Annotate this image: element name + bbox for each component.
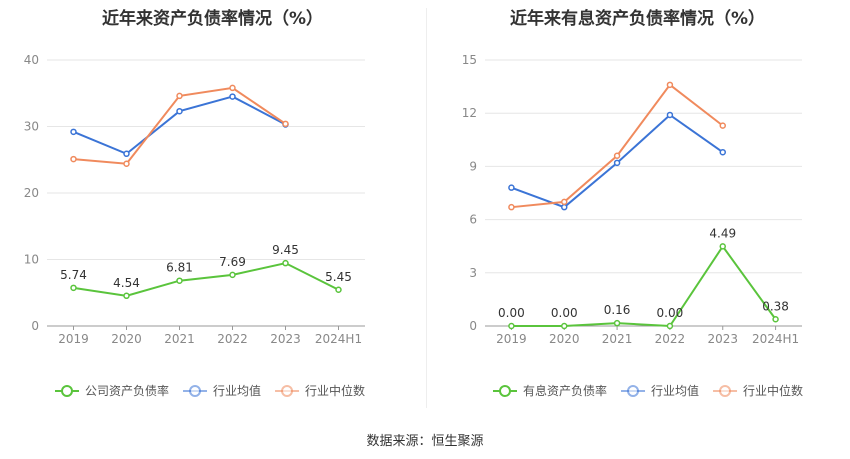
right-legend-swatch-marker xyxy=(719,385,732,397)
left-data-point-0 xyxy=(70,284,77,292)
left-data-label: 6.81 xyxy=(166,261,193,275)
right-data-point-2 xyxy=(508,203,515,211)
left-y-tick-label: 30 xyxy=(24,120,39,134)
left-y-tick-label: 10 xyxy=(24,253,39,267)
left-legend-label: 行业均值 xyxy=(213,383,261,398)
left-x-tick-label: 2023 xyxy=(270,332,301,346)
right-data-point-1 xyxy=(719,148,726,156)
right-y-tick-label: 15 xyxy=(462,53,477,67)
right-data-point-1 xyxy=(561,203,568,211)
left-data-point-1 xyxy=(123,150,130,158)
right-data-label: 4.49 xyxy=(709,226,736,240)
left-data-point-0 xyxy=(123,292,130,300)
right-x-tick-label: 2020 xyxy=(549,332,580,346)
left-y-tick-label: 20 xyxy=(24,186,39,200)
right-legend-label: 有息资产负债率 xyxy=(523,383,607,398)
right-x-tick-label: 2022 xyxy=(655,332,686,346)
left-x-tick-label: 2019 xyxy=(58,332,89,346)
right-data-point-2 xyxy=(613,152,621,160)
left-data-point-2 xyxy=(70,155,77,163)
right-data-point-2 xyxy=(666,81,674,89)
right-series-line-0 xyxy=(511,244,777,328)
left-data-label: 7.69 xyxy=(219,255,246,269)
right-data-point-2 xyxy=(561,198,568,206)
panel-divider xyxy=(426,8,427,408)
right-data-point-0 xyxy=(613,319,621,327)
right-y-tick-label: 3 xyxy=(469,266,477,280)
right-data-point-1 xyxy=(613,159,621,167)
left-data-point-0 xyxy=(176,277,183,284)
left-data-label: 5.74 xyxy=(60,268,87,282)
left-x-tick-label: 2021 xyxy=(164,332,195,346)
left-data-point-2 xyxy=(176,92,183,100)
left-legend-swatch-marker xyxy=(189,385,202,397)
right-chart-title: 近年来有息资产负债率情况（%） xyxy=(509,9,766,29)
left-series-line-1 xyxy=(73,95,286,155)
left-data-label: 5.45 xyxy=(325,270,352,284)
left-data-point-1 xyxy=(176,107,183,115)
left-series-line-2 xyxy=(73,86,287,165)
right-x-tick-label: 2021 xyxy=(602,332,633,346)
left-y-tick-label: 0 xyxy=(31,319,39,333)
right-legend-label: 行业中位数 xyxy=(743,383,803,398)
right-x-tick-label: 2023 xyxy=(707,332,738,346)
left-data-point-2 xyxy=(229,84,236,92)
data-source-footer: 数据来源：恒生聚源 xyxy=(366,434,484,449)
left-y-tick-label: 40 xyxy=(24,53,39,67)
right-data-point-0 xyxy=(666,322,674,330)
left-legend-label: 行业中位数 xyxy=(305,383,365,398)
left-chart-title: 近年来资产负债率情况（%） xyxy=(101,9,324,29)
left-x-tick-label: 2022 xyxy=(217,332,248,346)
right-data-label: 0.16 xyxy=(604,303,631,317)
left-data-point-0 xyxy=(282,259,289,267)
right-legend-swatch-marker xyxy=(499,385,511,397)
right-x-tick-label: 2019 xyxy=(496,332,527,346)
right-data-label: 0.00 xyxy=(498,306,525,320)
right-x-tick-label: 2024H1 xyxy=(752,332,799,346)
left-x-tick-label: 2020 xyxy=(111,332,142,346)
right-data-point-0 xyxy=(561,322,568,330)
right-data-label: 0.38 xyxy=(762,299,789,313)
right-data-point-0 xyxy=(719,243,726,250)
left-data-point-2 xyxy=(123,160,130,167)
right-data-point-1 xyxy=(666,111,674,119)
left-legend-label: 公司资产负债率 xyxy=(85,383,169,398)
left-legend-swatch-marker xyxy=(61,385,73,397)
right-legend-label: 行业均值 xyxy=(651,383,699,398)
left-x-tick-label: 2024H1 xyxy=(315,332,362,346)
left-data-point-0 xyxy=(229,271,236,279)
right-series-line-2 xyxy=(511,83,724,209)
right-y-tick-label: 6 xyxy=(469,213,477,227)
right-data-label: 0.00 xyxy=(551,306,578,320)
right-data-point-1 xyxy=(508,184,515,191)
left-data-point-1 xyxy=(229,93,236,100)
right-data-point-2 xyxy=(719,122,726,129)
left-data-label: 4.54 xyxy=(113,276,140,290)
right-data-point-0 xyxy=(508,322,515,330)
right-data-label: 0.00 xyxy=(657,306,684,320)
right-y-tick-label: 0 xyxy=(469,319,477,333)
right-legend-swatch-marker xyxy=(627,385,640,397)
left-data-point-0 xyxy=(335,286,342,294)
right-y-tick-label: 12 xyxy=(462,106,477,120)
left-data-point-1 xyxy=(70,128,77,136)
right-y-tick-label: 9 xyxy=(469,159,477,173)
left-data-point-2 xyxy=(282,120,289,128)
left-legend-swatch-marker xyxy=(281,385,294,397)
left-data-label: 9.45 xyxy=(272,243,299,257)
left-series-line-0 xyxy=(73,262,339,297)
right-data-point-0 xyxy=(772,316,779,323)
